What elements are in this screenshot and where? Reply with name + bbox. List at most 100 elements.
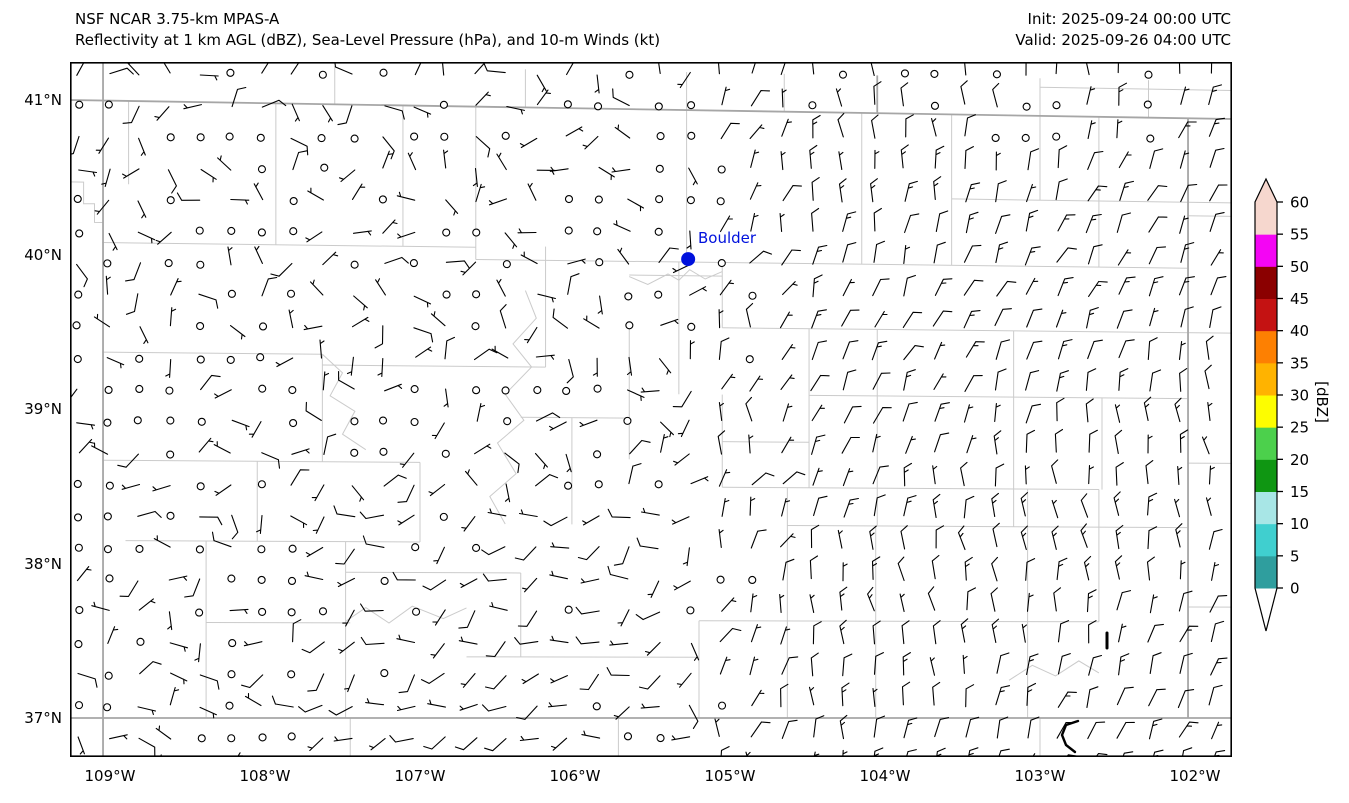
wind-barb	[750, 90, 771, 107]
wind-barb	[677, 71, 691, 89]
wind-barb	[428, 483, 446, 497]
county-line	[1187, 215, 1232, 217]
calm-circle	[225, 132, 234, 141]
wind-barb	[629, 439, 651, 455]
calm-circle	[104, 385, 113, 395]
wind-barb	[359, 511, 385, 520]
wind-barb	[813, 495, 828, 517]
wind-barb	[506, 105, 525, 115]
wind-barb	[353, 295, 368, 311]
wind-barb	[811, 434, 826, 455]
calm-circle	[624, 292, 633, 301]
wind-barb	[292, 150, 308, 171]
calm-circle	[72, 321, 81, 330]
wind-barb	[871, 340, 888, 361]
wind-barb	[95, 137, 110, 154]
wind-barb	[1020, 525, 1028, 551]
wind-barb	[582, 135, 599, 150]
county-line	[722, 486, 1099, 491]
county-line-irregular	[629, 269, 723, 285]
wind-barb	[76, 422, 96, 430]
wind-barb	[1053, 587, 1062, 612]
wind-barb	[842, 278, 855, 297]
wind-barb	[413, 295, 432, 308]
calm-circle	[1022, 102, 1031, 111]
calm-circle	[623, 416, 632, 425]
valid-time: Valid: 2025-09-26 04:00 UTC	[1015, 31, 1231, 49]
wind-barb	[960, 461, 968, 487]
wind-barb	[869, 525, 877, 550]
wind-barb	[476, 402, 486, 422]
calm-circle	[164, 259, 173, 268]
wind-barb	[779, 311, 793, 329]
wind-barb	[780, 151, 786, 171]
wind-barb	[377, 357, 384, 378]
wind-barb	[1147, 337, 1158, 361]
wind-barb	[1026, 653, 1039, 676]
wind-barb	[994, 308, 1012, 327]
calm-circle	[227, 289, 236, 298]
calm-circle	[135, 384, 144, 394]
calm-circle	[318, 70, 327, 79]
wind-barb	[430, 311, 446, 327]
wind-barb	[682, 547, 690, 567]
calm-circle	[991, 133, 1000, 143]
calm-circle	[930, 69, 939, 78]
wind-barb	[998, 748, 1010, 757]
wind-barb	[904, 213, 920, 234]
wind-barb	[965, 211, 979, 234]
colorbar-tick-label: 30	[1290, 387, 1309, 405]
wind-barb	[488, 198, 508, 206]
map-background	[70, 62, 1232, 757]
wind-barb	[1179, 215, 1189, 234]
wind-barb	[1179, 429, 1189, 453]
wind-barb	[811, 404, 825, 422]
calm-circle	[1021, 133, 1030, 142]
calm-circle	[410, 417, 419, 427]
wind-barb	[927, 586, 936, 611]
wind-barb	[644, 641, 661, 656]
wind-barb	[548, 421, 567, 431]
wind-barb	[964, 375, 983, 392]
wind-barb	[779, 593, 785, 614]
wind-barb	[549, 166, 569, 172]
wind-barb	[870, 178, 878, 203]
wind-barb	[1088, 429, 1098, 453]
wind-barb	[1116, 119, 1123, 139]
wind-barb	[464, 469, 478, 486]
wind-barb	[992, 82, 1000, 108]
wind-barb	[1116, 686, 1134, 706]
wind-barb	[993, 430, 1002, 455]
wind-barb	[397, 514, 415, 526]
wind-barb	[841, 682, 850, 707]
wind-barb	[1056, 370, 1069, 392]
county-line	[722, 441, 810, 443]
wind-barb	[606, 667, 630, 677]
calm-circle	[992, 70, 1001, 79]
wind-barb	[475, 91, 491, 106]
wind-barb	[607, 565, 629, 580]
calm-circle	[287, 732, 296, 741]
wind-barb	[427, 699, 446, 708]
wind-barb	[1207, 402, 1213, 422]
wind-barb	[812, 244, 828, 265]
calm-circle	[286, 289, 296, 298]
wind-barb	[660, 421, 674, 438]
wind-barb	[323, 433, 337, 456]
wind-barb	[965, 182, 981, 203]
wind-barb	[517, 610, 538, 627]
wind-barb	[565, 453, 572, 473]
wind-barb	[1208, 84, 1223, 106]
wind-barb	[750, 721, 771, 738]
wind-barb	[598, 166, 615, 181]
wind-barb	[809, 594, 815, 614]
colorbar-units-label: [dBZ]	[1313, 381, 1331, 423]
calm-circle	[717, 165, 726, 174]
wind-barb	[137, 510, 162, 518]
calm-circle	[654, 227, 663, 236]
calm-circle	[654, 102, 663, 111]
wind-barb	[351, 485, 365, 502]
wind-barb	[227, 246, 233, 266]
wind-barb	[1055, 309, 1067, 328]
wind-barb	[995, 339, 1011, 360]
